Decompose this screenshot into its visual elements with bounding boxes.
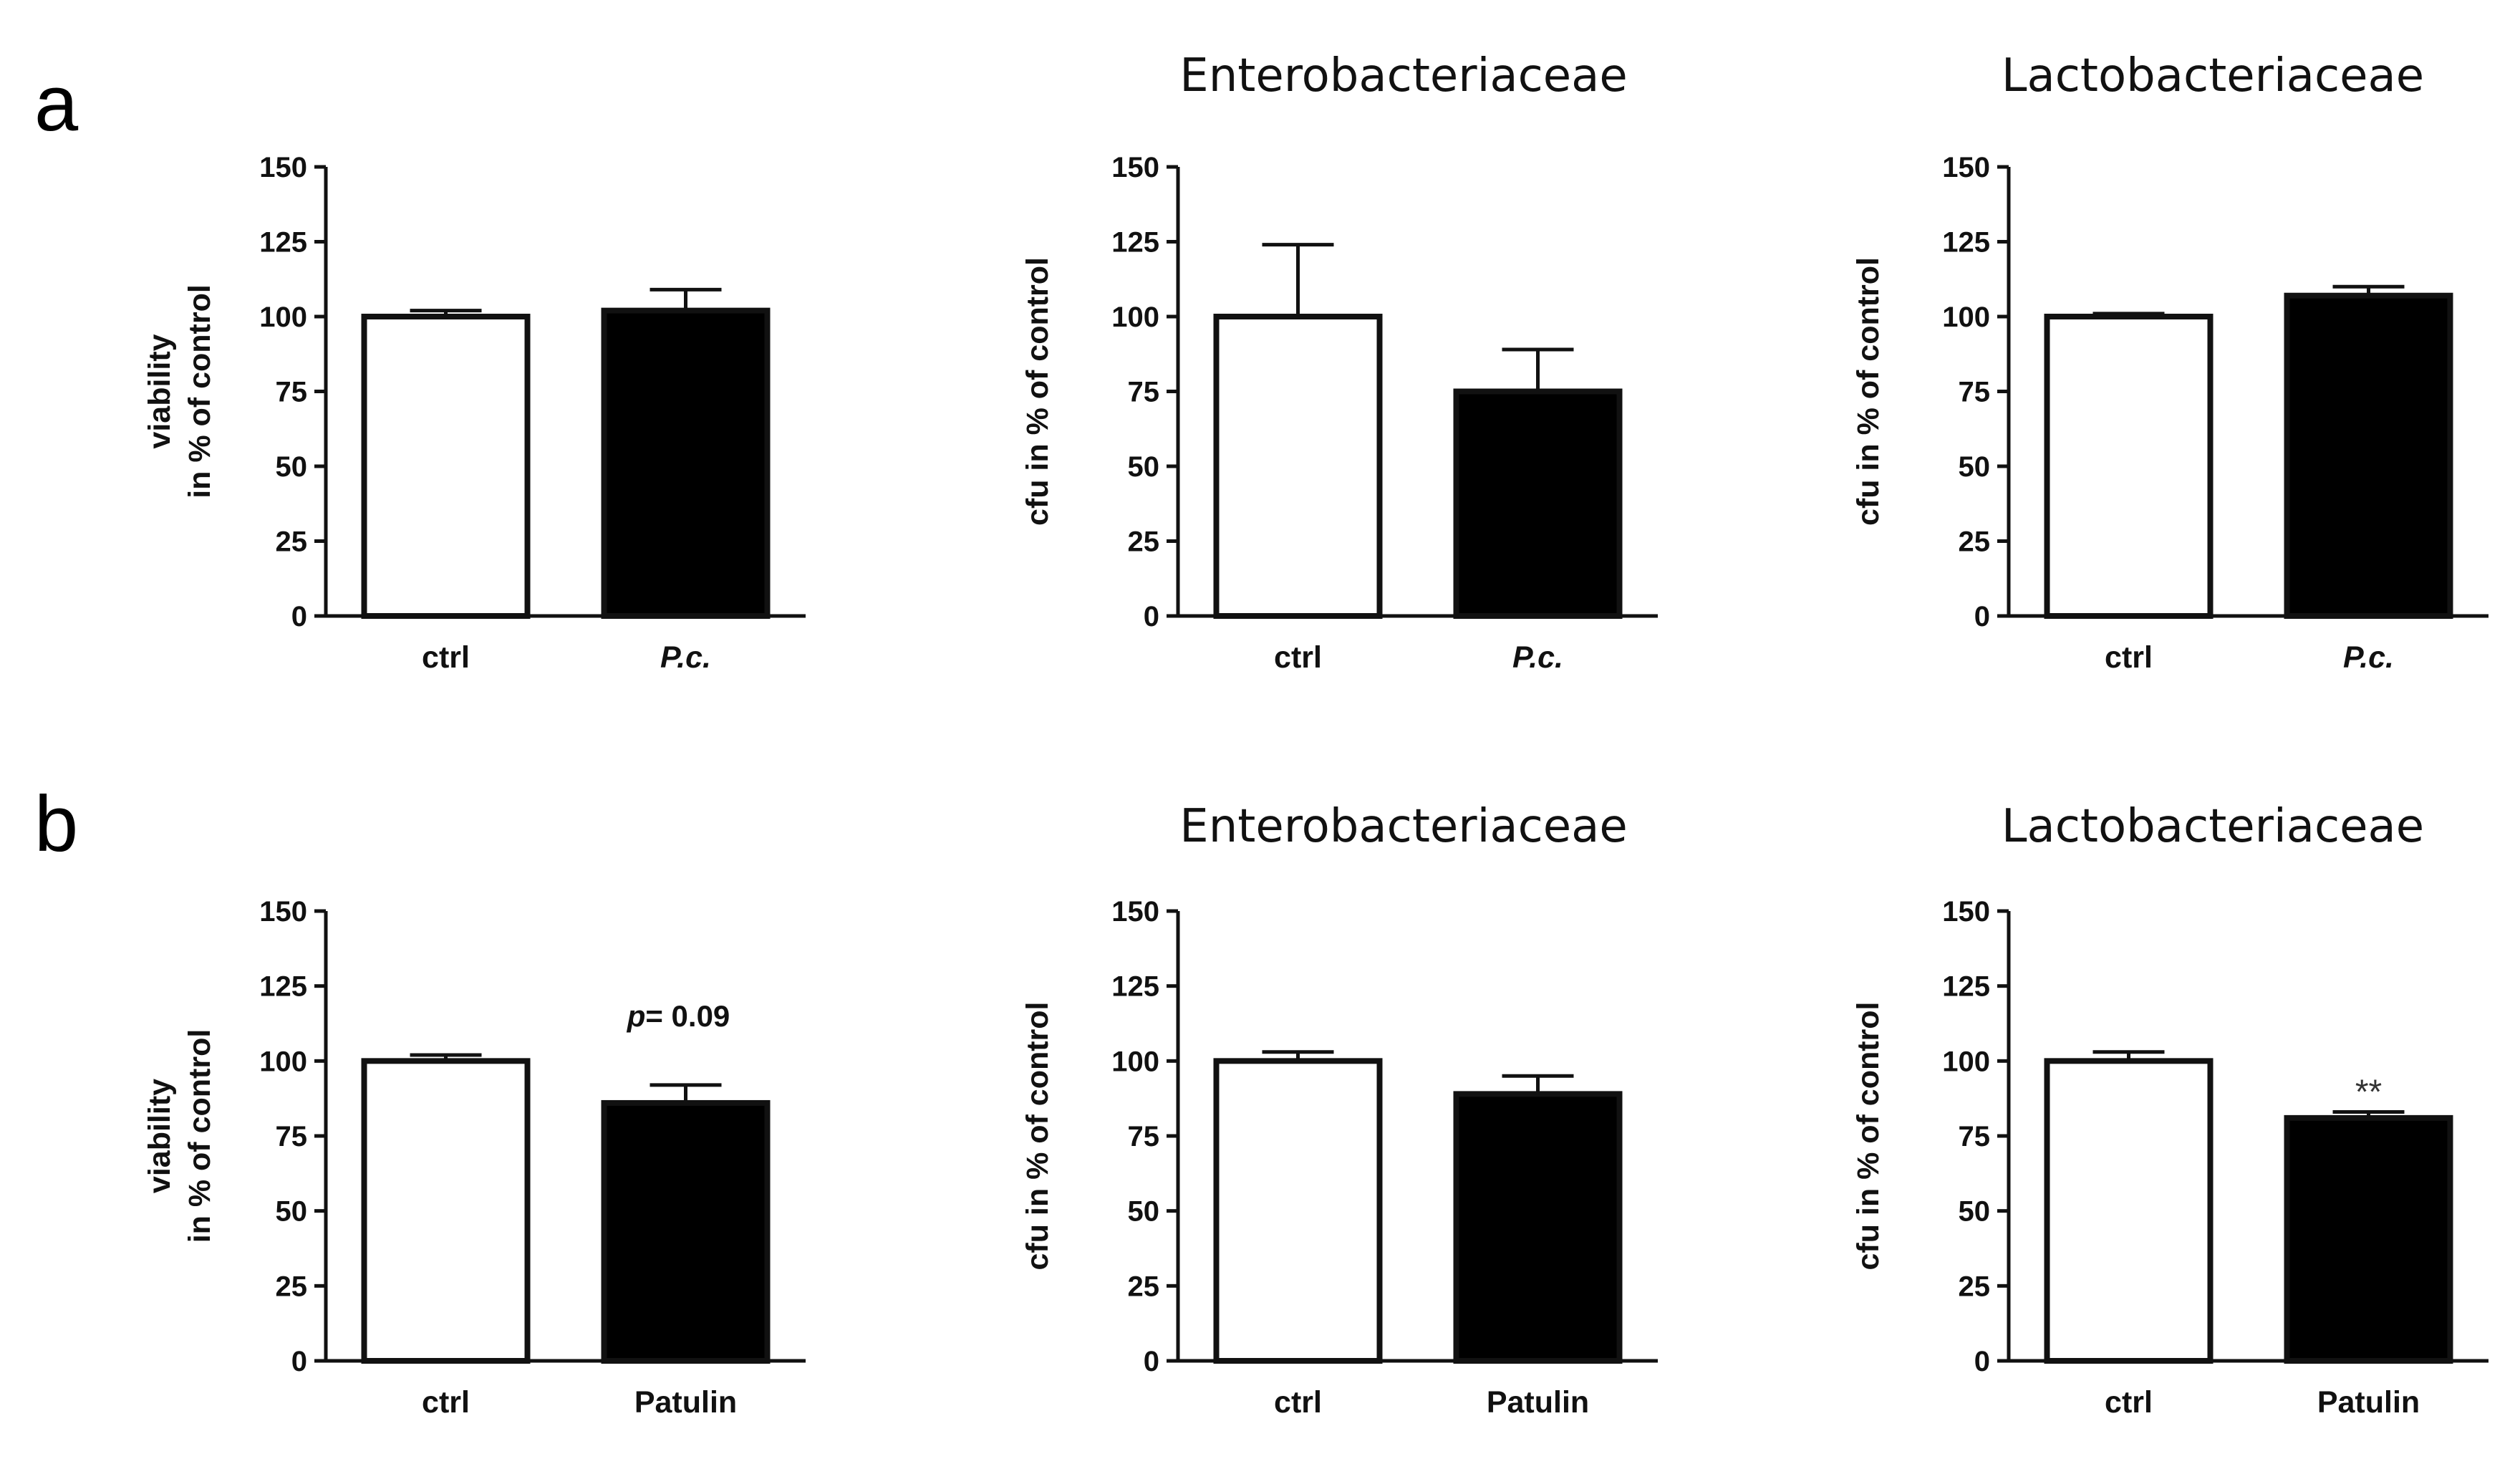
y-axis-label: cfu in % of control — [1020, 257, 1055, 526]
chart-b-1: 0 25 50 75 100 125 150 viability in % of control… — [143, 896, 806, 1420]
y-tick-label: 0 — [291, 601, 307, 632]
y-tick-label: 125 — [259, 971, 307, 1003]
chart-title: Lactobacteriaceae — [2002, 49, 2424, 102]
p-value-annotation: p= 0.09 — [627, 999, 730, 1033]
y-axis-label: in % of control — [183, 284, 217, 499]
y-tick-label: 150 — [1111, 152, 1159, 183]
bar-ctrl — [2044, 1058, 2214, 1364]
category-label: ctrl — [2105, 1385, 2153, 1420]
y-tick-label: 50 — [1959, 451, 1991, 483]
category-label: P.c. — [2343, 640, 2394, 675]
y-tick-label: 75 — [276, 377, 308, 408]
y-tick-label: 0 — [1974, 1346, 1990, 1377]
category-label: ctrl — [422, 640, 470, 675]
bar-ctrl — [361, 1058, 531, 1364]
panel-letter-a: a — [34, 59, 79, 148]
bar-pc — [1453, 388, 1623, 619]
y-tick-label: 25 — [1959, 526, 1991, 558]
category-label: Patulin — [2317, 1385, 2420, 1420]
y-tick-label: 0 — [291, 1346, 307, 1377]
y-tick-label: 75 — [1128, 1121, 1160, 1152]
y-tick-label: 25 — [276, 526, 308, 558]
y-tick-label: 150 — [259, 152, 307, 183]
y-tick-label: 125 — [1111, 971, 1159, 1003]
y-tick-label: 25 — [1128, 1271, 1160, 1302]
y-tick-label: 100 — [1111, 1046, 1159, 1077]
y-tick-label: 75 — [1959, 1121, 1991, 1152]
y-tick-label: 125 — [1942, 227, 1990, 259]
category-label: ctrl — [1274, 640, 1322, 675]
bar-ctrl — [1213, 1058, 1383, 1364]
chart-b-2: Enterobacteriaceae 0 25 50 75 100 125 150 cfu in… — [1020, 800, 1658, 1420]
y-tick-label: 0 — [1144, 601, 1159, 632]
y-tick-label: 75 — [276, 1121, 308, 1152]
bar-patulin — [601, 1099, 771, 1364]
category-label: ctrl — [422, 1385, 470, 1420]
chart-a-3: Lactobacteriaceae 0 25 50 75 100 125 150 cfu in … — [1851, 49, 2488, 675]
category-label: P.c. — [1512, 640, 1563, 675]
chart-title: Enterobacteriaceae — [1179, 800, 1628, 853]
y-tick-label: 0 — [1974, 601, 1990, 632]
bar-ctrl — [1213, 314, 1383, 619]
chart-b-3: Lactobacteriaceae 0 25 50 75 100 125 150 cfu in … — [1851, 800, 2488, 1420]
y-tick-label: 100 — [1111, 302, 1159, 333]
bar-patulin — [2284, 1114, 2453, 1364]
bar-pc — [2284, 292, 2453, 619]
y-axis-label: cfu in % of control — [1851, 1001, 1886, 1270]
category-label: ctrl — [1274, 1385, 1322, 1420]
y-tick-label: 125 — [1111, 227, 1159, 259]
y-axis-label: cfu in % of control — [1020, 1001, 1055, 1270]
chart-title: Lactobacteriaceae — [2002, 800, 2424, 853]
y-tick-label: 100 — [1942, 1046, 1990, 1077]
y-tick-label: 25 — [1959, 1271, 1991, 1302]
category-label: Patulin — [634, 1385, 737, 1420]
y-tick-label: 100 — [1942, 302, 1990, 333]
y-tick-label: 25 — [276, 1271, 308, 1302]
bar-pc — [601, 307, 771, 619]
y-tick-label: 75 — [1128, 377, 1160, 408]
y-tick-label: 150 — [1111, 896, 1159, 928]
y-axis-label: viability — [143, 1079, 177, 1193]
y-tick-label: 50 — [1128, 451, 1160, 483]
panel-letter-b: b — [34, 780, 78, 868]
y-tick-label: 50 — [276, 1196, 308, 1228]
y-tick-label: 100 — [259, 1046, 307, 1077]
y-tick-label: 50 — [1959, 1196, 1991, 1228]
y-tick-label: 50 — [1128, 1196, 1160, 1228]
bar-patulin — [1453, 1091, 1623, 1364]
y-axis-label: cfu in % of control — [1851, 257, 1886, 526]
chart-a-1: 0 25 50 75 100 125 150 viability in % of control… — [143, 152, 806, 675]
category-label: P.c. — [660, 640, 711, 675]
y-tick-label: 150 — [1942, 152, 1990, 183]
y-tick-label: 0 — [1144, 1346, 1159, 1377]
y-tick-label: 75 — [1959, 377, 1991, 408]
y-tick-label: 150 — [259, 896, 307, 928]
y-tick-label: 150 — [1942, 896, 1990, 928]
bar-ctrl — [361, 314, 531, 619]
significance-annotation: ** — [2355, 1074, 2382, 1112]
bar-ctrl — [2044, 314, 2214, 619]
category-label: ctrl — [2105, 640, 2153, 675]
chart-title: Enterobacteriaceae — [1179, 49, 1628, 102]
y-tick-label: 125 — [1942, 971, 1990, 1003]
y-tick-label: 25 — [1128, 526, 1160, 558]
y-axis-label: viability — [143, 334, 177, 448]
y-axis-label: in % of control — [183, 1029, 217, 1243]
chart-a-2: Enterobacteriaceae 0 25 50 75 100 125 150 cfu in… — [1020, 49, 1658, 675]
category-label: Patulin — [1487, 1385, 1589, 1420]
y-tick-label: 50 — [276, 451, 308, 483]
y-tick-label: 125 — [259, 227, 307, 259]
y-tick-label: 100 — [259, 302, 307, 333]
